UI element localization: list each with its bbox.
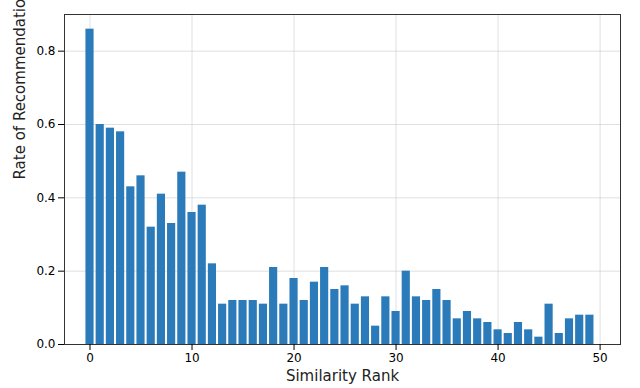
svg-text:30: 30 (388, 351, 403, 365)
svg-text:0: 0 (86, 351, 94, 365)
svg-text:10: 10 (184, 351, 199, 365)
svg-text:20: 20 (286, 351, 301, 365)
svg-text:40: 40 (490, 351, 505, 365)
svg-text:0.8: 0.8 (36, 44, 55, 58)
svg-text:Rate of Recommendation: Rate of Recommendation (11, 0, 29, 180)
svg-text:0.4: 0.4 (36, 191, 55, 205)
svg-text:0.6: 0.6 (36, 117, 55, 131)
svg-text:50: 50 (592, 351, 607, 365)
svg-text:Similarity Rank: Similarity Rank (286, 367, 399, 385)
svg-text:0.2: 0.2 (36, 264, 55, 278)
svg-text:0.0: 0.0 (36, 337, 55, 351)
